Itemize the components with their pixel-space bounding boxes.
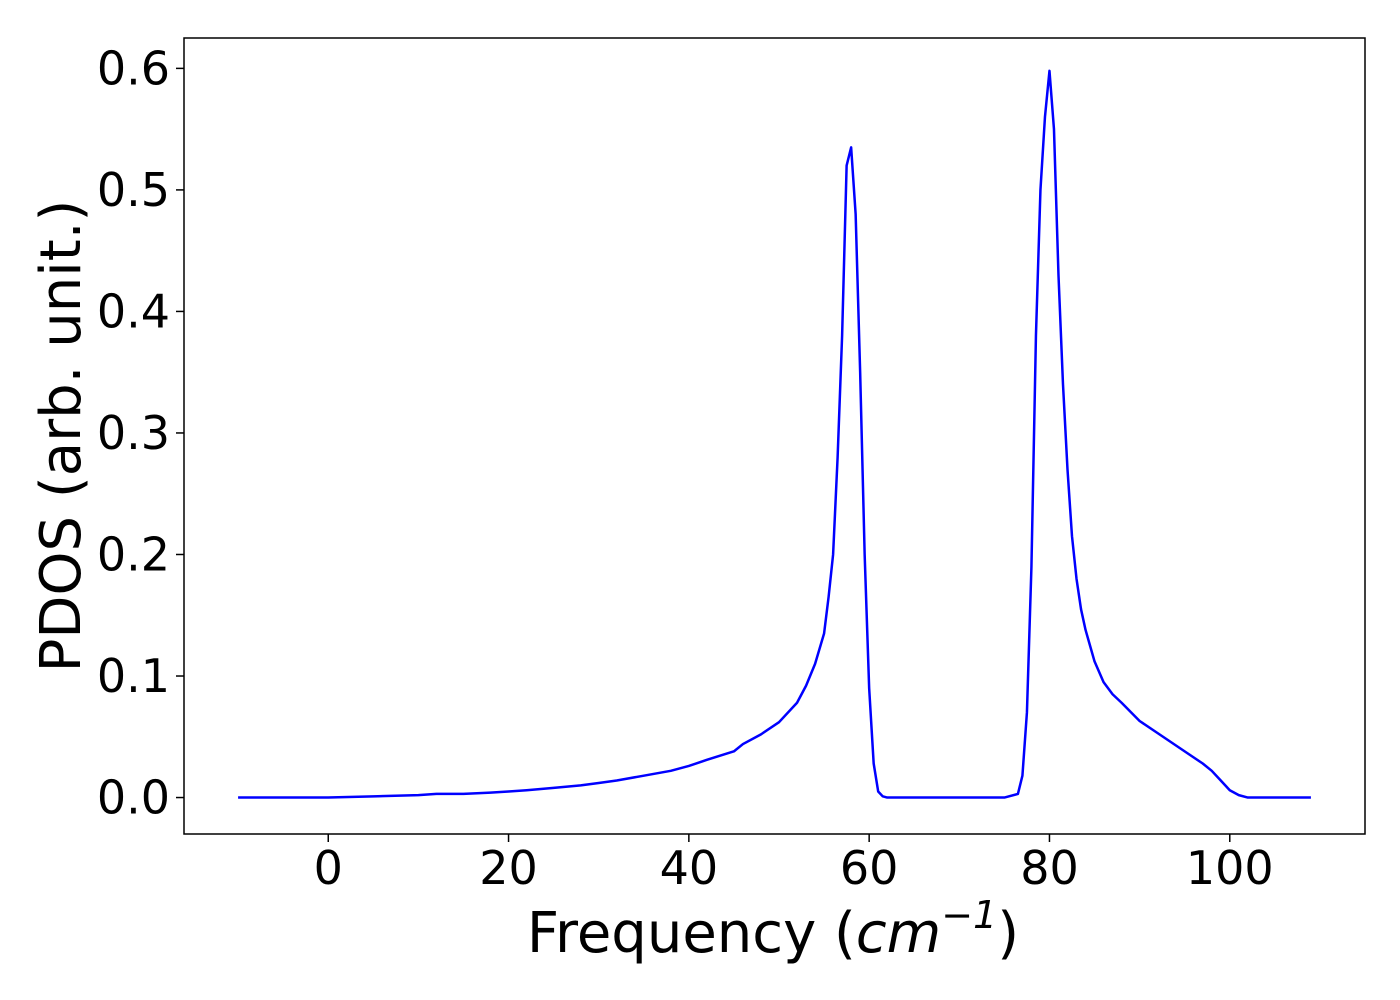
y-tick-label: 0.0: [97, 771, 170, 825]
y-tick-label: 0.1: [97, 649, 170, 703]
y-tick-label: 0.4: [97, 284, 170, 338]
x-tick-label: 60: [840, 841, 899, 895]
y-tick-label: 0.6: [97, 41, 170, 95]
x-tick-label: 0: [314, 841, 343, 895]
x-axis-label-exponent: −1: [941, 893, 997, 937]
y-axis-label: PDOS (arb. unit.): [29, 200, 94, 673]
plot-frame: [183, 37, 1366, 835]
x-axis-label-unit: cm: [856, 901, 941, 966]
y-tick-label: 0.2: [97, 527, 170, 581]
x-axis-label-prefix: Frequency (: [527, 901, 856, 966]
x-tick-label: 80: [1020, 841, 1079, 895]
x-axis-label: Frequency (cm−1): [527, 893, 1019, 966]
x-axis-label-suffix: ): [997, 901, 1019, 966]
x-axis-ticks: 0 20 40 60 80 100: [314, 834, 1274, 895]
plot-series-group: [238, 69, 1311, 799]
y-tick-label: 0.5: [97, 163, 170, 217]
x-tick-label: 20: [479, 841, 538, 895]
pdos-series-line: [238, 69, 1311, 799]
x-tick-label: 40: [660, 841, 719, 895]
y-axis-ticks: 0.0 0.1 0.2 0.3 0.4 0.5 0.6: [97, 41, 184, 825]
x-tick-label: 100: [1186, 841, 1274, 895]
y-tick-label: 0.3: [97, 406, 170, 460]
